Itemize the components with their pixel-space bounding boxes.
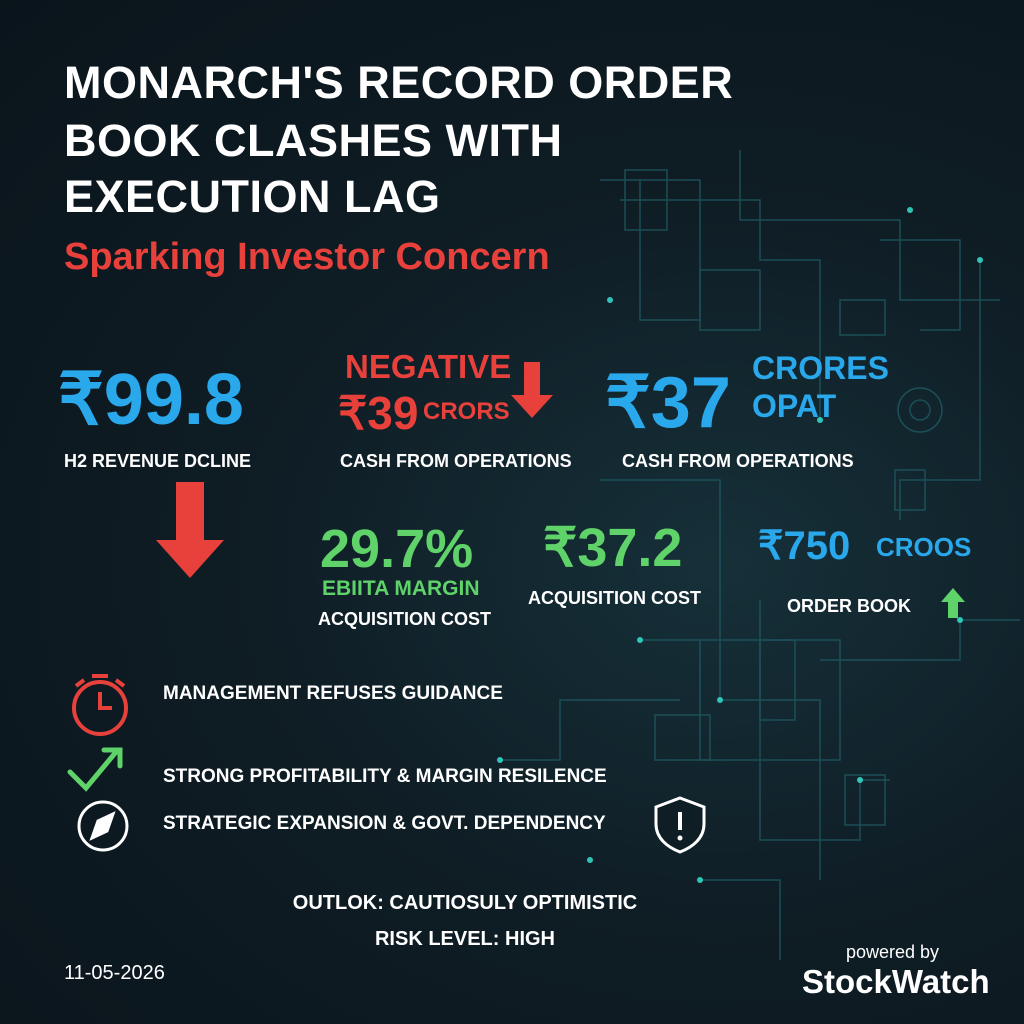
stopwatch-face	[72, 680, 128, 736]
circuit-box	[654, 714, 711, 761]
metric-label: CASH FROM OPERATIONS	[622, 451, 854, 471]
circuit-box	[759, 639, 796, 721]
shield-icon	[654, 796, 706, 854]
metric-label: H2 REVENUE DCLINE	[64, 451, 252, 471]
glow-dot	[957, 617, 963, 623]
circuit-box	[844, 774, 886, 826]
metric-unit: CRORES	[752, 350, 889, 386]
stopwatch-icon	[72, 674, 128, 736]
circuit-box	[894, 469, 926, 511]
glow-dot	[587, 857, 593, 863]
metric-unit: OPAT	[752, 388, 837, 424]
glow-dot	[497, 757, 503, 763]
circuit-line	[899, 260, 981, 520]
title-line: BOOK CLASHES WITH	[64, 115, 563, 166]
glow-dot	[697, 877, 703, 883]
circuit-box	[624, 169, 668, 231]
check-icon	[67, 747, 123, 792]
metric-unit: CRORS	[423, 398, 510, 425]
glow-dot	[717, 697, 723, 703]
metric-label: ORDER BOOK	[787, 596, 912, 616]
key-point: MANAGEMENT REFUSES GUIDANCE	[163, 683, 503, 704]
stopwatch-hands	[98, 692, 112, 710]
circuit-line	[739, 150, 1000, 301]
circuit-box	[839, 299, 886, 336]
circuit-line	[820, 619, 1020, 661]
metric-value: ₹750	[758, 524, 851, 568]
metric-label: ACQUISITION COST	[318, 609, 492, 629]
down-arrow	[156, 482, 224, 578]
glow-dot	[907, 207, 913, 213]
circuit-line	[500, 699, 680, 761]
circuit-line	[880, 239, 961, 331]
title-line: MONARCH'S RECORD ORDER	[64, 57, 734, 108]
compass-needle	[89, 811, 116, 841]
risk-level: RISK LEVEL: HIGH	[374, 928, 555, 950]
compass-face	[77, 800, 129, 852]
circuit-line	[600, 179, 701, 321]
brand: StockWatch	[802, 963, 990, 1000]
powered-by: powered by	[846, 942, 940, 962]
date: 11-05-2026	[64, 962, 165, 984]
metric-value: 29.7%	[320, 519, 474, 579]
down-arrow	[511, 362, 553, 418]
metric-label: ACQUISITION COST	[528, 588, 702, 608]
circuit-ring	[909, 399, 931, 421]
glow-dot	[817, 417, 823, 423]
metric-value: ₹99.8	[58, 360, 244, 440]
key-point: STRONG PROFITABILITY & MARGIN RESILENCE	[163, 766, 607, 787]
outlook: OUTLOK: CAUTIOSULY OPTIMISTIC	[292, 892, 638, 914]
circuit-line	[620, 199, 821, 420]
glow-dot	[977, 257, 983, 263]
circuit-ring	[897, 387, 943, 433]
metric-sublabel: EBIITA MARGIN	[322, 577, 480, 600]
up-arrow	[941, 588, 965, 618]
metric-value: ₹37	[605, 363, 731, 443]
circuit-box	[699, 269, 761, 331]
metric-note: NEGATIVE	[345, 348, 512, 385]
key-point: STRATEGIC EXPANSION & GOVT. DEPENDENCY	[163, 813, 606, 834]
shield-dot	[677, 835, 683, 841]
compass-icon	[77, 800, 129, 852]
glow-dot	[857, 777, 863, 783]
circuit-line	[700, 879, 781, 960]
glow-dot	[637, 637, 643, 643]
metric-value: ₹37.2	[543, 518, 683, 578]
stopwatch-top	[74, 674, 126, 688]
circuit-line	[759, 600, 890, 841]
title-line: EXECUTION LAG	[64, 171, 441, 222]
metric-unit: CROOS	[876, 532, 972, 562]
metric-value: ₹39	[338, 387, 419, 439]
subtitle: Sparking Investor Concern	[64, 236, 550, 278]
metric-label: CASH FROM OPERATIONS	[340, 451, 572, 471]
glow-dot	[607, 297, 613, 303]
